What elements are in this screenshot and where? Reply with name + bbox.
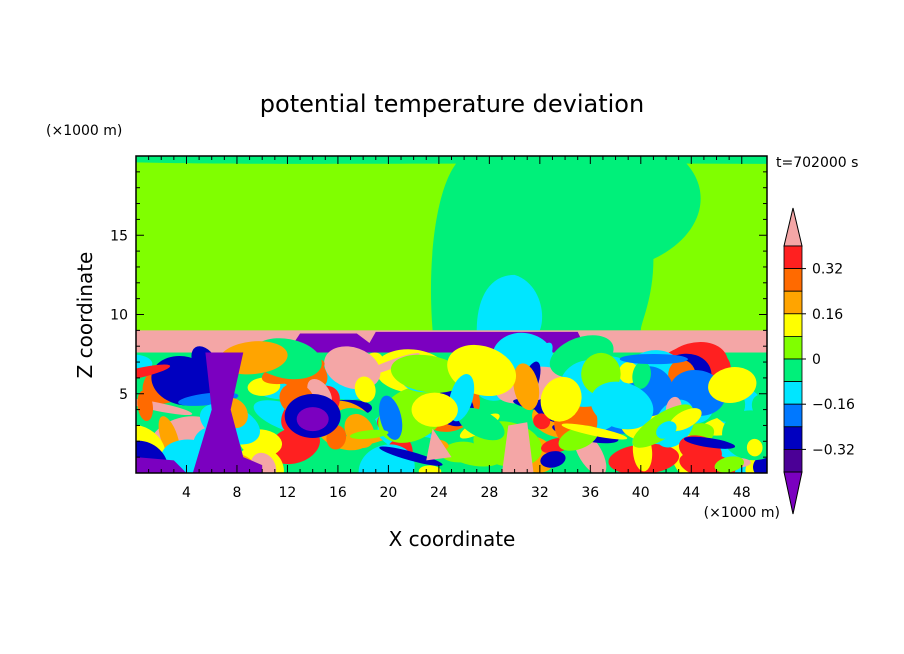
x-tick-label: 28 — [480, 485, 498, 501]
turbulence-blob — [751, 394, 767, 422]
pink-plume — [501, 422, 534, 473]
colorbar-box — [783, 268, 803, 292]
turbulence-blob — [669, 408, 702, 431]
x-tick-label: 24 — [430, 485, 448, 501]
colorbar-label: −0.32 — [812, 442, 855, 458]
turbulence-blob — [177, 443, 198, 473]
x-tick-label: 44 — [682, 485, 700, 501]
turbulence-blob — [344, 413, 375, 449]
x-tick-label: 36 — [581, 485, 599, 501]
x-tick-label: 4 — [182, 485, 191, 501]
turbulence-blob — [450, 446, 502, 467]
turbulence-blob — [561, 423, 628, 440]
turbulence-blob — [250, 452, 277, 473]
colorbar-box — [783, 426, 803, 450]
colorbar-box — [783, 448, 803, 473]
turbulence-blob — [379, 446, 443, 466]
turbulence-blob — [632, 361, 651, 389]
y-tick-label: 5 — [119, 387, 128, 403]
turbulence-blob — [379, 395, 403, 440]
x-tick-label: 8 — [232, 485, 241, 501]
turbulence-blob — [354, 376, 376, 403]
turbulence-blob — [656, 421, 677, 439]
turbulence-blob — [533, 413, 551, 430]
x-unit-label: (×1000 m) — [704, 505, 780, 521]
turbulence-blob — [411, 392, 458, 427]
turbulence-blob — [684, 436, 736, 449]
turbulence-blob — [457, 407, 505, 441]
colorbar-box — [783, 245, 803, 270]
turbulence-blob — [390, 354, 465, 393]
turbulence-blob — [349, 429, 389, 440]
colorbar-top-arrow — [783, 207, 803, 247]
x-tick-label: 16 — [329, 485, 347, 501]
turbulence-blob — [722, 410, 767, 461]
turbulence-blob — [714, 456, 745, 473]
turbulence-blob — [619, 353, 688, 365]
colorbar-box — [783, 358, 803, 383]
chart-title: potential temperature deviation — [260, 90, 644, 118]
pink-plume — [426, 428, 452, 461]
colorbar: 0.32 0.16 0 −0.16 −0.32 — [783, 207, 855, 515]
x-tick-label: 48 — [733, 485, 751, 501]
y-axis-label: Z coordinate — [73, 252, 97, 379]
y-tick-label: 10 — [110, 308, 128, 324]
colorbar-label: 0.16 — [812, 307, 843, 323]
colorbar-box — [783, 381, 803, 405]
x-axis: 4 8 12 16 20 24 28 32 36 40 44 48 — [148, 156, 751, 501]
colorbar-box — [783, 313, 803, 337]
turbulence-blob — [418, 465, 442, 473]
y-axis: 5 10 15 — [110, 171, 767, 458]
turbulence-blob — [590, 381, 654, 430]
purple-column — [192, 352, 263, 473]
time-label: t=702000 s — [776, 155, 858, 171]
colorbar-box — [783, 335, 803, 360]
upper-cyan-core — [476, 274, 543, 331]
turbulence-blob — [136, 364, 171, 383]
turbulence-blob — [540, 451, 566, 468]
x-tick-label: 12 — [279, 485, 297, 501]
contour-field — [136, 156, 767, 473]
turbulence-blob — [708, 367, 757, 403]
turbulence-blob — [513, 363, 540, 411]
turbulence-blob — [746, 438, 763, 457]
x-tick-label: 20 — [379, 485, 397, 501]
colorbar-label: 0 — [812, 352, 821, 368]
colorbar-box — [783, 403, 803, 428]
turbulence-blob — [540, 376, 582, 422]
colorbar-label: −0.16 — [812, 397, 855, 413]
y-tick-label: 15 — [110, 228, 128, 244]
turbulence-blob — [137, 390, 153, 422]
x-tick-label: 32 — [531, 485, 549, 501]
purple-eddy — [296, 407, 329, 432]
x-tick-label: 40 — [632, 485, 650, 501]
colorbar-label: 0.32 — [812, 262, 843, 278]
colorbar-box — [783, 290, 803, 315]
y-unit-label: (×1000 m) — [46, 123, 122, 139]
colorbar-bottom-arrow — [783, 471, 803, 515]
x-axis-label: X coordinate — [389, 527, 516, 551]
